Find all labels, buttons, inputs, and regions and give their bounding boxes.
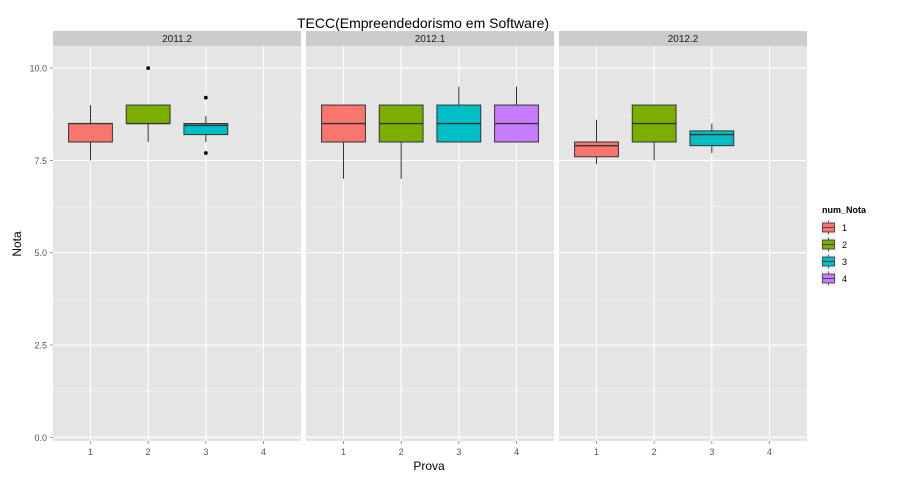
- x-tick-label: 4: [767, 447, 772, 457]
- panel-background: [53, 46, 301, 441]
- box-group-1: [574, 119, 619, 165]
- box: [689, 130, 735, 147]
- box-group-2: [631, 104, 677, 161]
- facet-panel: 2011.2 1 2 3 4: [53, 31, 301, 457]
- x-tick-label: 4: [261, 447, 266, 457]
- legend-item: 1: [819, 218, 847, 237]
- x-axis-title: Prova: [413, 459, 445, 473]
- box: [68, 123, 113, 143]
- outlier-point: [146, 66, 151, 71]
- x-tick-label: 1: [594, 447, 599, 457]
- x-tick-label: 1: [341, 447, 346, 457]
- box-group-1: [68, 105, 113, 161]
- legend-item: 2: [819, 235, 847, 254]
- x-tick-label: 3: [203, 447, 208, 457]
- y-axis-title: Nota: [10, 231, 24, 257]
- outlier-point: [203, 151, 208, 155]
- x-tick-label: 4: [514, 447, 519, 457]
- x-tick-label: 3: [456, 447, 461, 457]
- facet-panels: 2011.2 1 2 3 4 2012.1 1 2 3 4 2012.2 1 2 3 4: [53, 31, 807, 457]
- x-tick-label: 2: [652, 447, 657, 457]
- box: [574, 141, 619, 158]
- box-group-3: [183, 95, 229, 155]
- facet-strip: [53, 31, 301, 46]
- legend-label: 2: [842, 240, 847, 250]
- box: [125, 104, 171, 125]
- box-group-3: [436, 86, 482, 143]
- box-group-1: [321, 104, 366, 179]
- box-group-2: [125, 66, 171, 142]
- legend-title: num_Nota: [822, 205, 867, 215]
- legend-item: 4: [819, 269, 847, 288]
- y-axis-ticks: 0.0 2.5 5.0 7.5 10.0: [29, 64, 53, 443]
- outlier-point: [203, 95, 208, 100]
- legend-item: 3: [819, 252, 847, 271]
- facet-strip-label: 2012.1: [415, 34, 446, 45]
- box-group-2: [378, 104, 424, 179]
- legend-label: 1: [842, 223, 847, 233]
- legend-label: 3: [842, 257, 847, 267]
- x-tick-label: 2: [399, 447, 404, 457]
- facet-strip-label: 2012.2: [668, 34, 699, 45]
- facet-strip: [559, 31, 807, 46]
- panel-background: [559, 46, 807, 441]
- x-tick-label: 1: [88, 447, 93, 457]
- y-tick-label: 0.0: [34, 433, 47, 443]
- x-tick-label: 3: [709, 447, 714, 457]
- box-group-4: [494, 86, 539, 143]
- chart-title: TECC(Empreendedorismo em Software): [297, 15, 549, 31]
- facet-panel: 2012.1 1 2 3 4: [306, 31, 554, 457]
- y-tick-label: 5.0: [34, 248, 47, 258]
- y-tick-label: 7.5: [34, 156, 47, 166]
- legend: num_Nota 1 2 3 4: [819, 205, 867, 288]
- legend-label: 4: [842, 274, 847, 284]
- facet-panel: 2012.2 1 2 3 4: [559, 31, 807, 457]
- y-tick-label: 2.5: [34, 341, 47, 351]
- x-tick-label: 2: [146, 447, 151, 457]
- facet-strip: [306, 31, 554, 46]
- box-group-3: [689, 123, 735, 154]
- y-tick-label: 10.0: [29, 64, 47, 74]
- box: [183, 123, 229, 136]
- facet-strip-label: 2011.2: [162, 34, 192, 45]
